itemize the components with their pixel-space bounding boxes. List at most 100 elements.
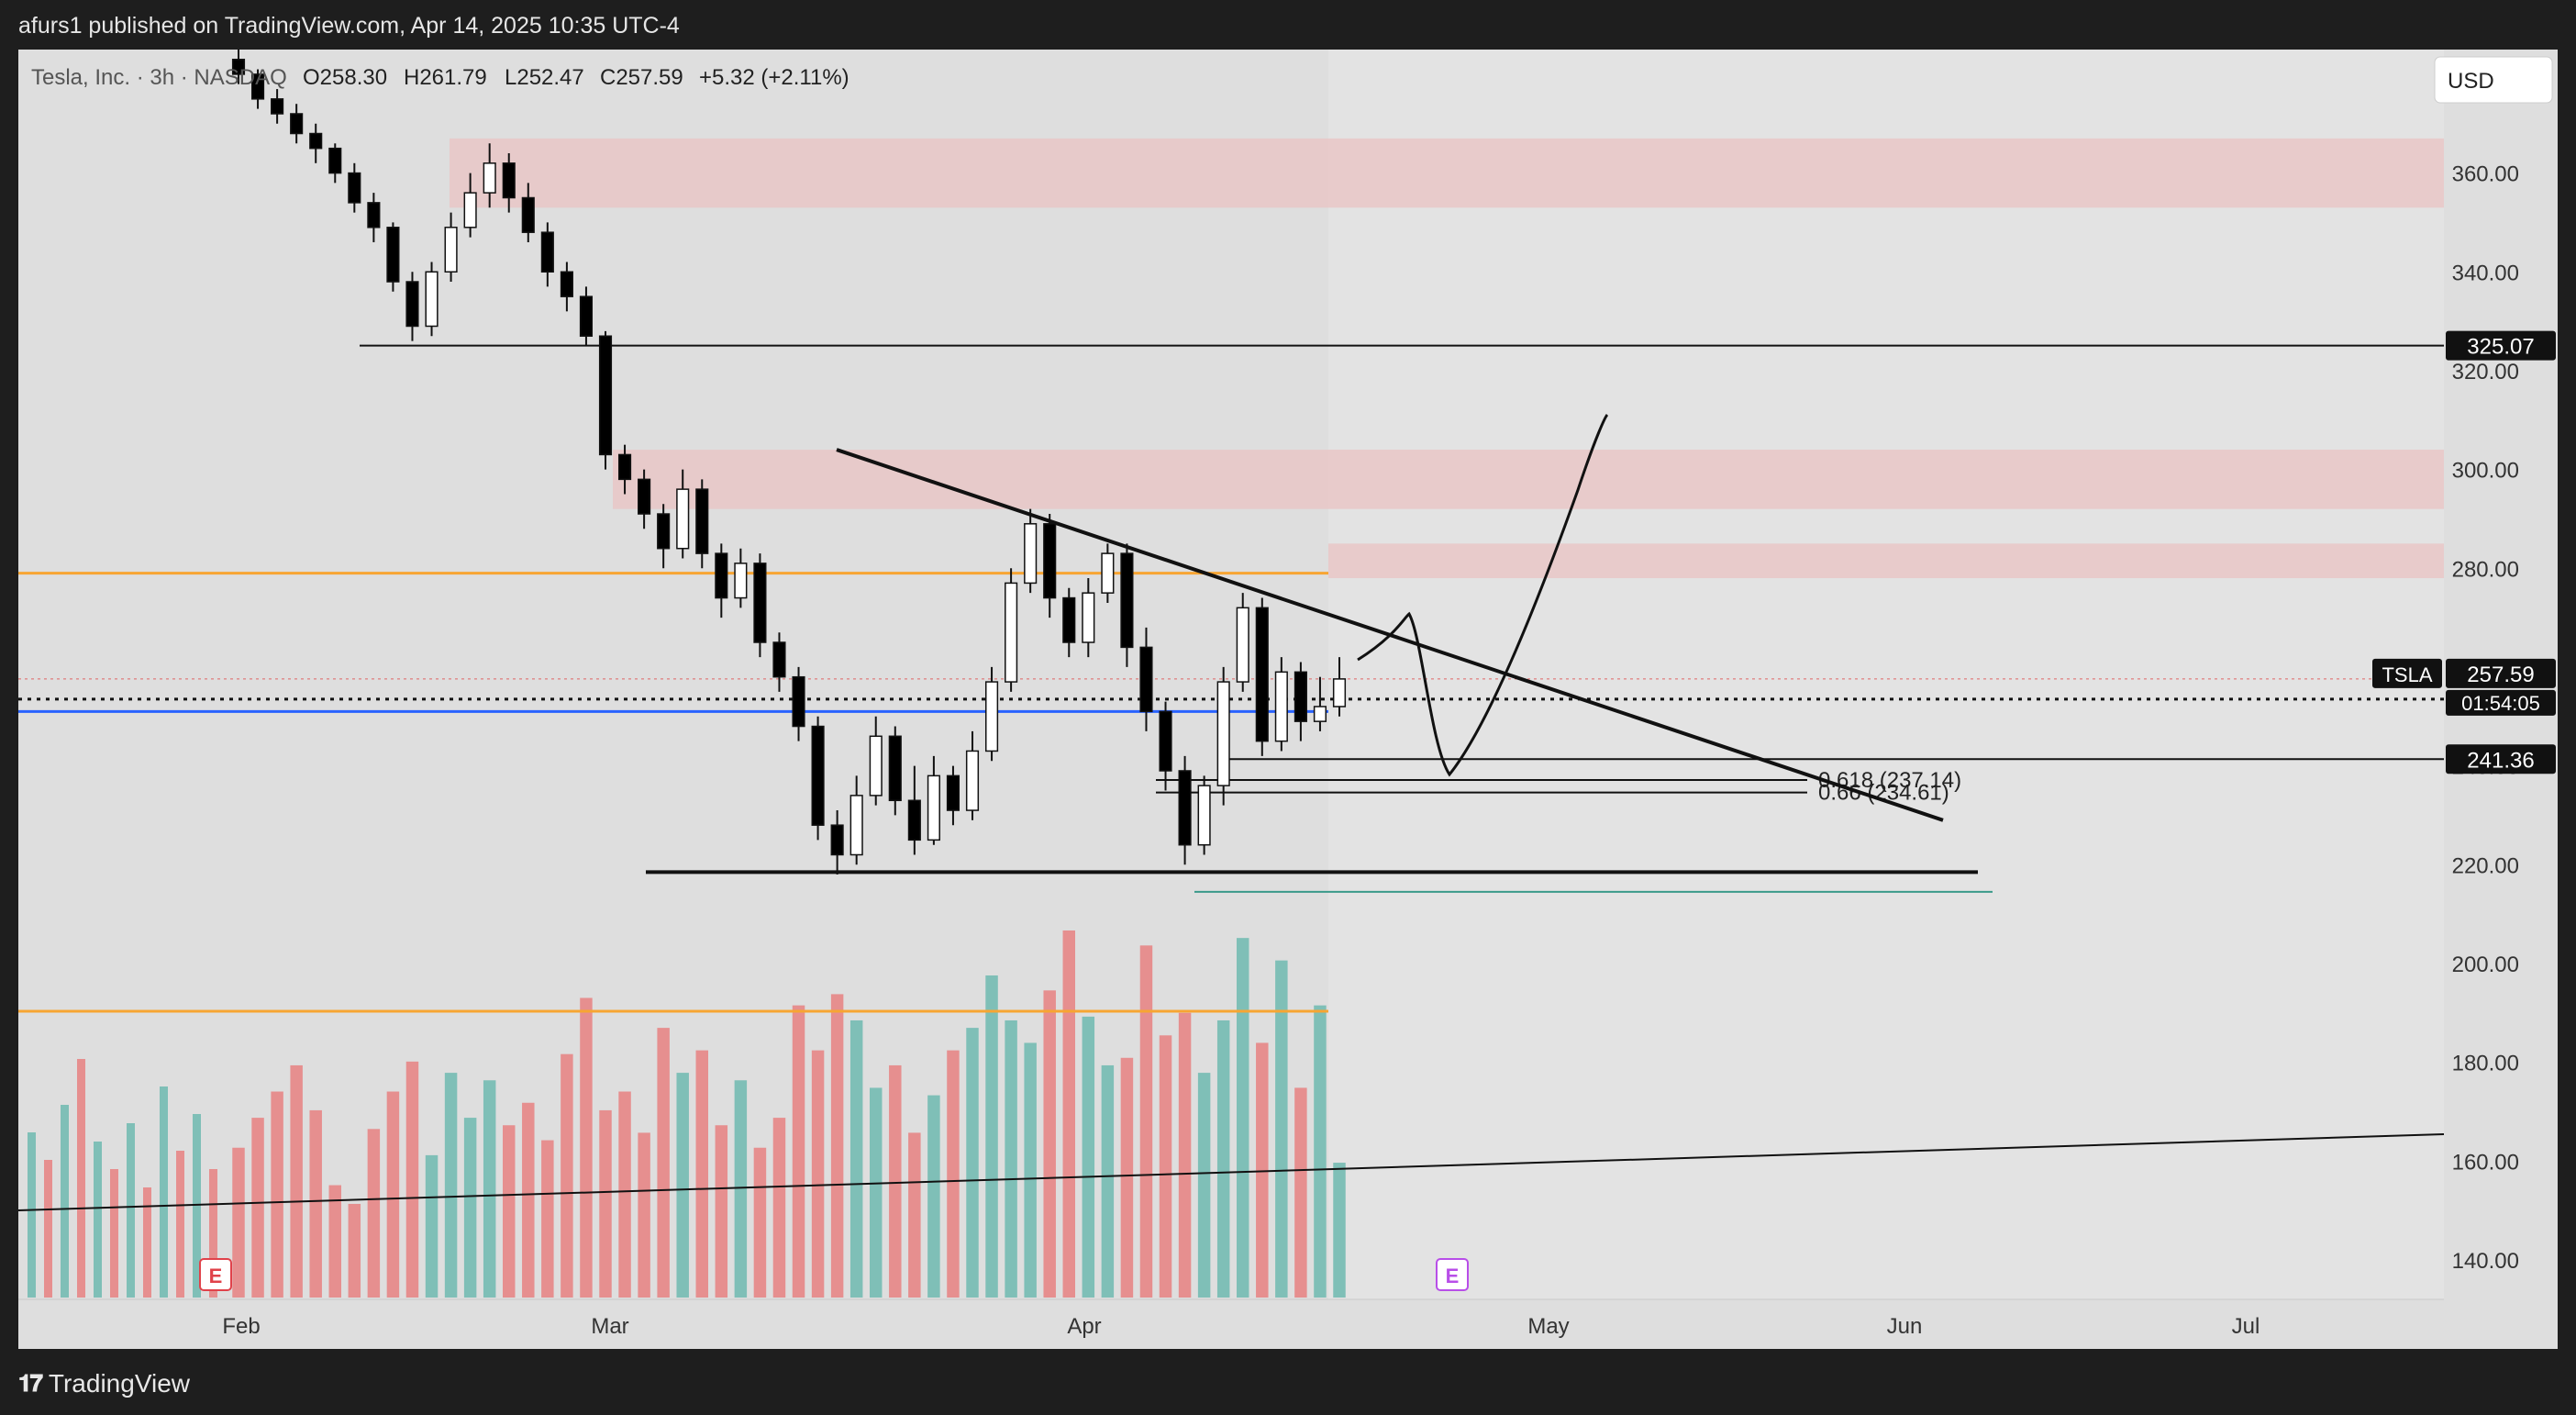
candle-body	[367, 202, 381, 228]
volume-bar	[811, 1050, 825, 1298]
currency-button[interactable]: USD	[2448, 69, 2494, 94]
candle-body	[1274, 671, 1288, 742]
volume-bar	[830, 994, 844, 1298]
y-tick-label: 340.00	[2452, 261, 2519, 285]
candle-body	[946, 774, 960, 811]
y-tick-label: 180.00	[2452, 1052, 2519, 1076]
currency-button-bg[interactable]	[2434, 56, 2553, 104]
candle-body	[521, 196, 535, 233]
candle-body	[888, 735, 902, 802]
volume-bar	[1237, 938, 1249, 1298]
volume-bar	[110, 1169, 118, 1298]
candle-body	[695, 488, 709, 554]
candle-body	[1120, 552, 1134, 649]
x-tick-label: Jul	[2232, 1314, 2260, 1339]
ohlc-low: L252.47	[505, 65, 584, 90]
volume-bar	[405, 1061, 419, 1298]
ohlc-high: H261.79	[404, 65, 487, 90]
volume-bar	[715, 1125, 728, 1298]
earnings-marker[interactable]	[1436, 1258, 1469, 1291]
y-tick-label: 280.00	[2452, 557, 2519, 582]
volume-bar	[28, 1132, 36, 1298]
candle-body	[1236, 607, 1249, 683]
countdown-label: 01:54:05	[2461, 692, 2540, 715]
candle-body	[540, 231, 554, 273]
volume-bar	[1043, 990, 1056, 1298]
volume-bar	[522, 1102, 535, 1298]
volume-bar	[61, 1105, 69, 1298]
candle-body	[907, 799, 921, 841]
volume-bar	[849, 1019, 863, 1298]
fib-label: 0.618 (237.14)	[1818, 768, 1961, 793]
volume-bar	[1333, 1163, 1346, 1298]
volume-bar	[1062, 930, 1075, 1298]
candle-body	[734, 563, 748, 599]
chart-area[interactable]: 0.618 (237.14) 0.66 (234.61) 360.00 340.00…	[17, 50, 2558, 1349]
y-tick-label: 220.00	[2452, 853, 2519, 878]
candle-body	[444, 227, 458, 273]
candle-body	[1159, 710, 1172, 772]
candle-body	[927, 774, 940, 841]
earnings-marker[interactable]	[199, 1258, 232, 1291]
volume-bar	[444, 1073, 458, 1298]
volume-bar	[1314, 1005, 1327, 1298]
y-tick-label: 200.00	[2452, 953, 2519, 977]
candle-body	[231, 59, 246, 75]
candle-body	[348, 172, 361, 204]
volume-bar	[927, 1095, 940, 1298]
supply-zone-2	[613, 450, 2444, 509]
price-label-resistance: 325.07	[2467, 335, 2534, 360]
volume-bar	[753, 1147, 767, 1298]
candle-body	[405, 281, 419, 328]
candle-body	[463, 192, 477, 228]
x-tick-label: Apr	[1067, 1314, 1101, 1339]
candle-body	[1062, 596, 1076, 643]
volume-bar	[561, 1053, 573, 1298]
candle-body	[753, 563, 767, 643]
candle-body	[772, 641, 786, 678]
ticker-badge-bg	[2372, 658, 2442, 688]
volume-bar	[193, 1114, 201, 1298]
volume-bar	[77, 1059, 85, 1298]
ohlc-close: C257.59	[600, 65, 683, 90]
price-label-resistance-bg	[2446, 330, 2556, 361]
y-tick-label: 360.00	[2452, 162, 2519, 187]
volume-bar	[160, 1086, 168, 1298]
candle-body	[598, 335, 613, 456]
volume-bar	[309, 1109, 322, 1298]
volume-bar	[367, 1129, 381, 1298]
volume-bar	[209, 1169, 217, 1298]
volume-bar	[503, 1125, 516, 1298]
earnings-marker-label: E	[209, 1265, 223, 1287]
volume-bar	[127, 1123, 135, 1298]
volume-bar	[638, 1132, 650, 1298]
footer: 𝟏𝟕 TradingView	[0, 1349, 2576, 1415]
volume-bar	[44, 1160, 52, 1298]
volume-bar	[966, 1028, 979, 1298]
candle-body	[1255, 607, 1269, 742]
candle-body	[1216, 681, 1230, 786]
publish-info: afurs1 published on TradingView.com, Apr…	[18, 13, 680, 39]
x-tick-label: Feb	[222, 1314, 260, 1339]
price-label-support: 241.36	[2467, 748, 2534, 773]
price-chart[interactable]: 0.618 (237.14)0.66 (234.61) 360.00340.00…	[17, 50, 2558, 1349]
ohlc-open: O258.30	[303, 65, 387, 90]
candle-body	[1178, 770, 1192, 846]
future-background	[1328, 50, 2444, 1299]
tradingview-brand[interactable]: 𝟏𝟕 TradingView	[18, 1369, 190, 1398]
volume-bar	[1082, 1016, 1095, 1298]
candle-body	[250, 73, 265, 100]
time-axis[interactable]	[18, 1299, 2444, 1349]
volume-bar	[463, 1118, 477, 1298]
candle-body	[1332, 678, 1347, 708]
volume-bar	[599, 1109, 612, 1298]
volume-bar	[908, 1132, 921, 1298]
volume-bar	[947, 1050, 960, 1298]
candle-body	[1313, 706, 1327, 722]
volume-bar	[328, 1185, 341, 1298]
candle-body	[657, 513, 671, 550]
candle-body	[579, 295, 594, 337]
candle-body	[617, 453, 632, 481]
candle-body	[1139, 646, 1153, 713]
symbol-info: Tesla, Inc. · 3h · NASDAQ	[31, 65, 287, 90]
